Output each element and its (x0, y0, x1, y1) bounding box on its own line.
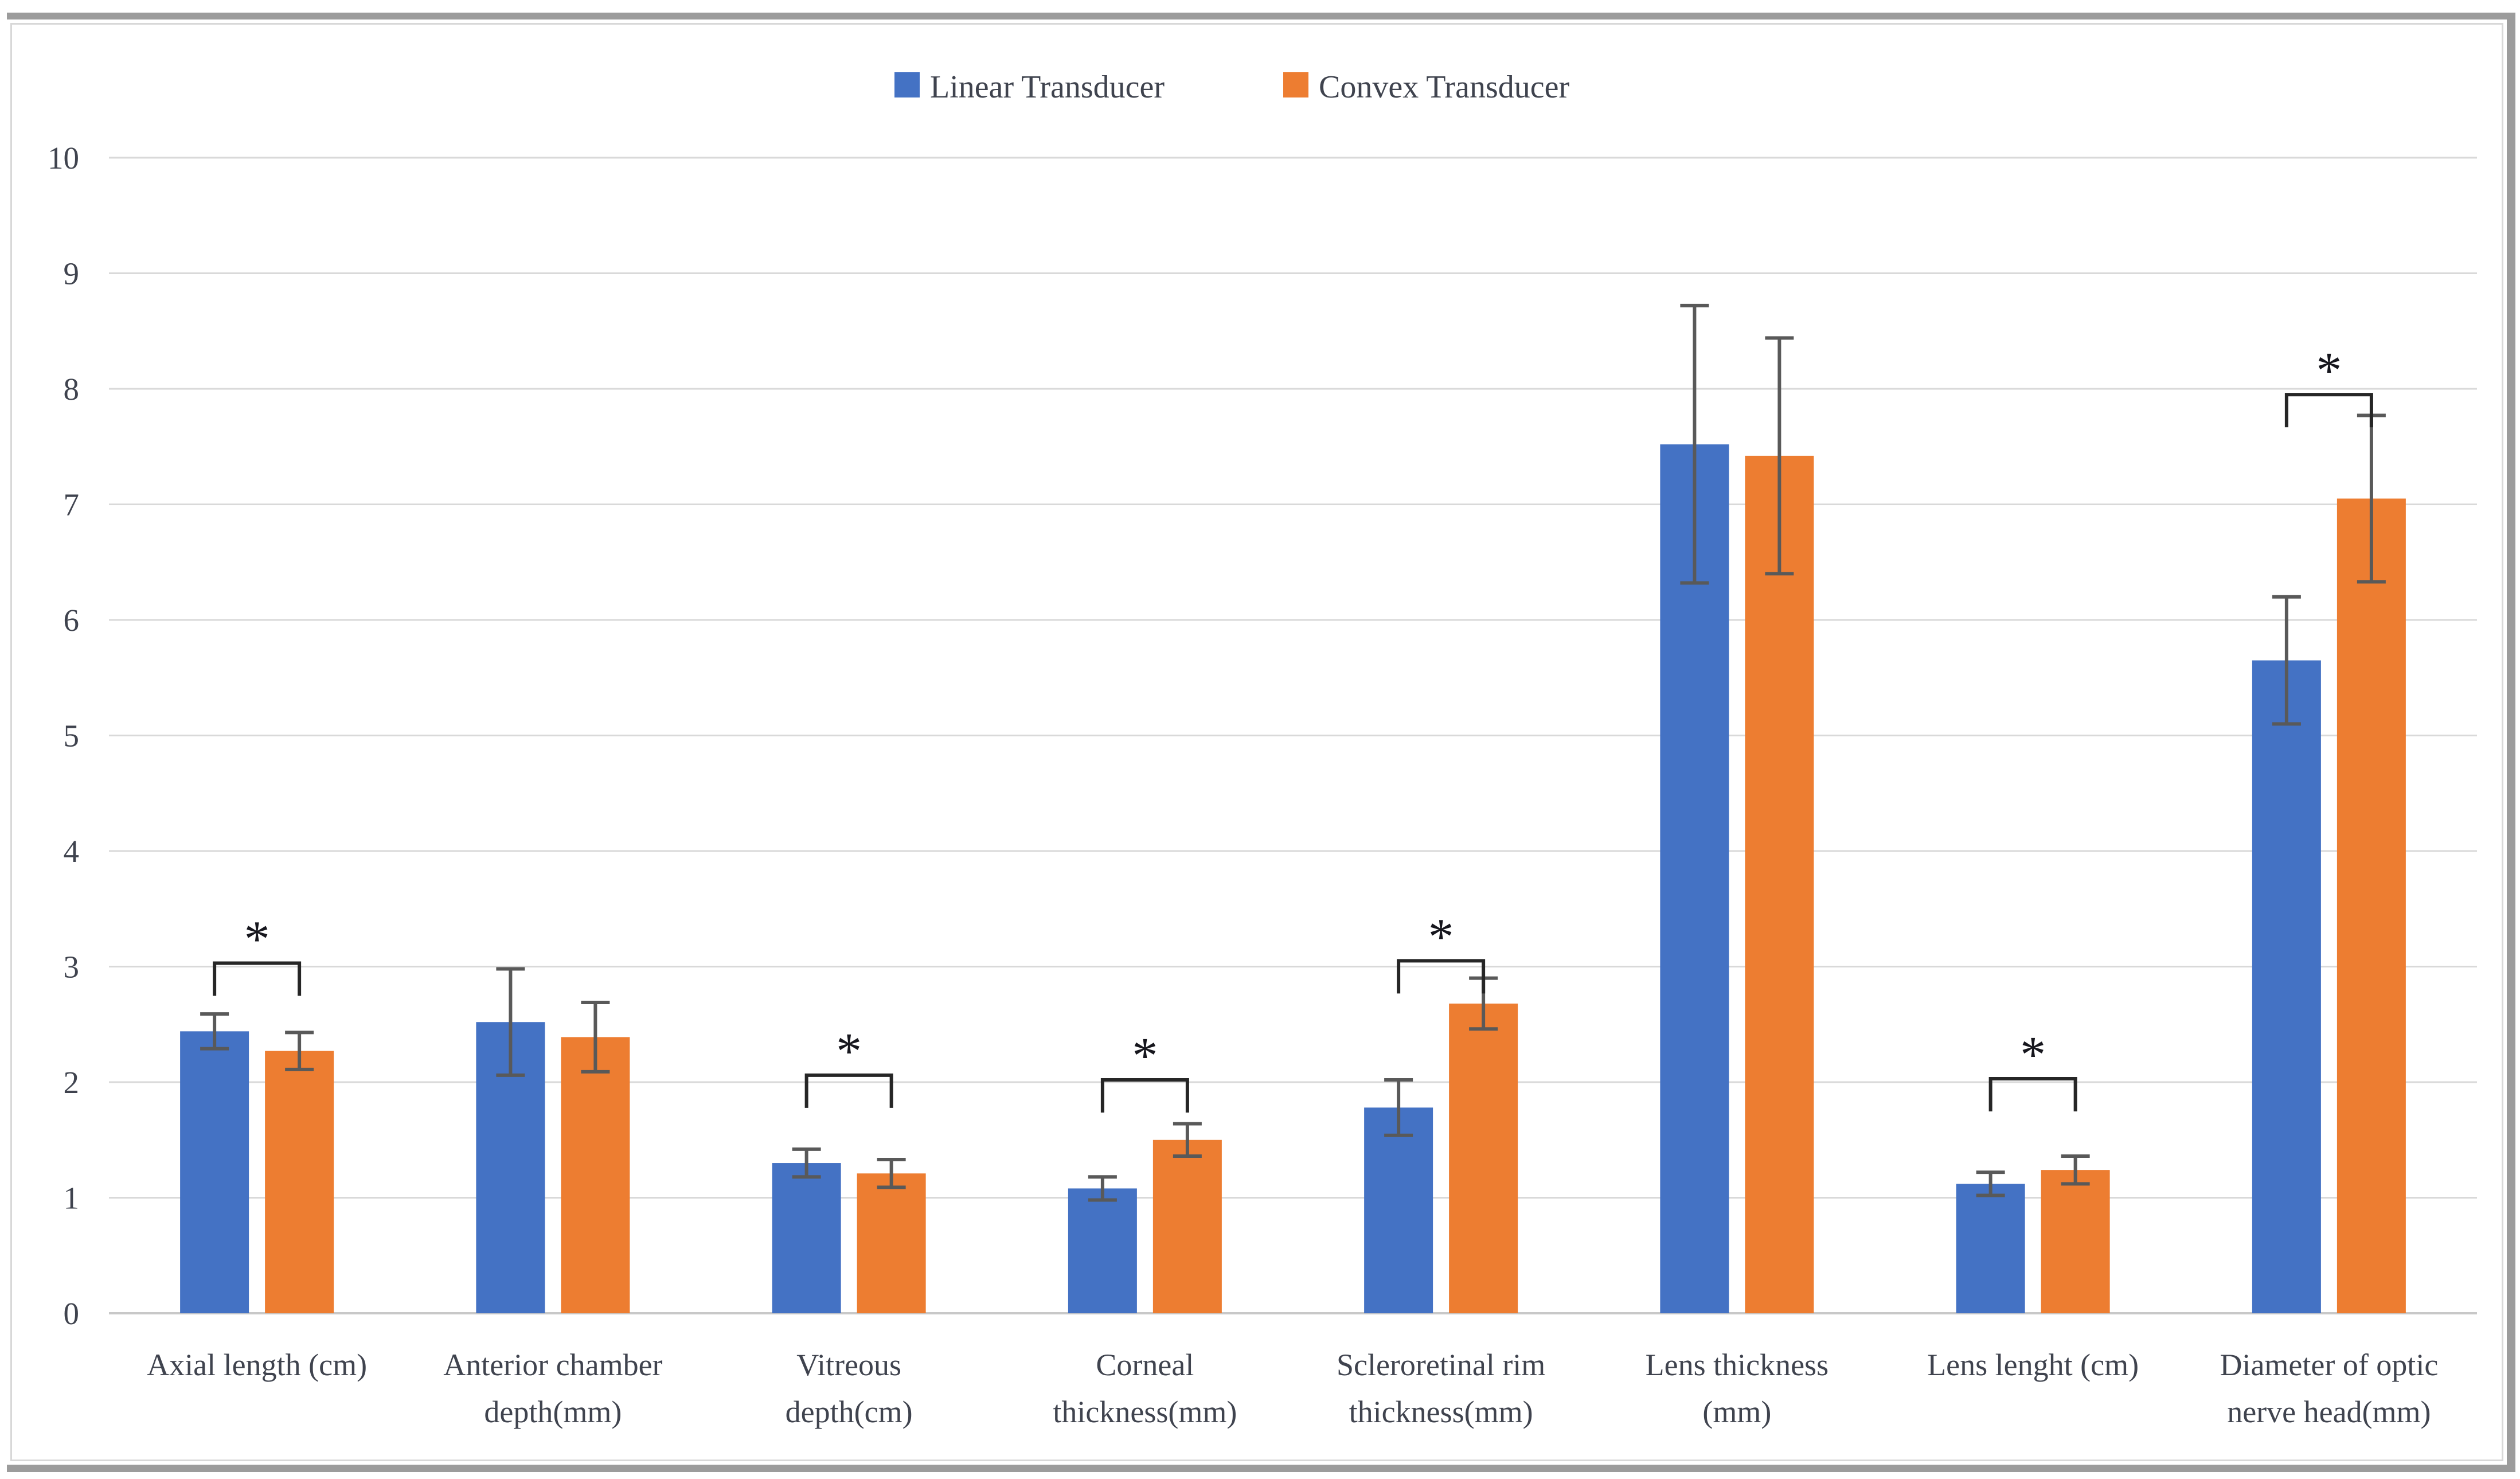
bar-linear (1660, 444, 1729, 1313)
category-label: Axial length (cm) (147, 1348, 367, 1382)
legend-swatch-linear (894, 72, 920, 97)
y-tick-label: 6 (64, 603, 80, 638)
y-tick-label: 1 (64, 1181, 80, 1216)
bar-convex (857, 1173, 926, 1313)
bar-convex (561, 1037, 630, 1313)
category-label: depth(mm) (484, 1395, 622, 1429)
error-bar (877, 1158, 906, 1189)
y-tick-label: 8 (64, 372, 80, 407)
bar-convex (2337, 498, 2406, 1313)
bar-convex (2041, 1170, 2110, 1313)
y-tick-label: 10 (48, 141, 79, 175)
error-bar (1088, 1175, 1117, 1202)
error-bar (496, 967, 525, 1077)
bar-linear (2252, 660, 2321, 1313)
legend-label: Convex Transducer (1319, 69, 1569, 105)
y-tick-label: 7 (64, 487, 80, 522)
bar-linear (1956, 1184, 2025, 1313)
category-label: Scleroretinal rim (1337, 1348, 1545, 1382)
error-bar (200, 1012, 229, 1051)
significance-bracket (1988, 1076, 2077, 1111)
bar-linear (772, 1163, 841, 1313)
category-label: depth(cm) (786, 1395, 913, 1429)
bar-convex (265, 1051, 334, 1313)
category-label: (mm) (1702, 1395, 1771, 1429)
significance-asterisk: * (836, 1023, 862, 1080)
category-label: Lens thickness (1646, 1348, 1829, 1382)
category-label: nerve head(mm) (2227, 1395, 2431, 1429)
significance-bracket (1100, 1078, 1189, 1113)
y-tick-label: 9 (64, 256, 80, 291)
significance-asterisk: * (1428, 908, 1454, 965)
significance-asterisk: * (2020, 1027, 2046, 1083)
error-bar (1680, 303, 1709, 585)
category-label: Diameter of optic (2220, 1348, 2438, 1382)
significance-asterisk: * (1132, 1028, 1158, 1084)
y-tick-label: 5 (64, 719, 80, 754)
bar-linear (1068, 1188, 1137, 1313)
category-label: thickness(mm) (1053, 1395, 1237, 1429)
error-bar (1384, 1078, 1413, 1137)
y-tick-label: 0 (64, 1296, 80, 1331)
category-label: thickness(mm) (1349, 1395, 1533, 1429)
figure-frame (7, 13, 2515, 1472)
error-bar (792, 1147, 821, 1179)
y-tick-label: 3 (64, 950, 80, 985)
error-bar (1976, 1170, 2005, 1197)
bar-linear (1364, 1107, 1433, 1313)
category-label: Corneal (1096, 1348, 1194, 1382)
legend-label: Linear Transducer (930, 69, 1165, 105)
error-bar (2272, 595, 2301, 726)
significance-bracket (2284, 393, 2373, 428)
error-bar (2061, 1154, 2090, 1186)
category-label: Lens lenght (cm) (1927, 1348, 2139, 1382)
significance-bracket (1397, 959, 1486, 994)
bar-linear (180, 1031, 249, 1313)
category-label: Vitreous (796, 1348, 901, 1382)
error-bar (1765, 336, 1794, 576)
y-tick-label: 2 (64, 1065, 80, 1100)
bar-convex (1152, 1140, 1222, 1313)
error-bar (1173, 1122, 1202, 1158)
y-tick-label: 4 (64, 834, 80, 869)
category-label: Anterior chamber (443, 1348, 662, 1382)
bar-convex (1745, 455, 1814, 1313)
legend-swatch-convex (1283, 72, 1308, 97)
significance-bracket (213, 961, 302, 996)
bar-convex (1449, 1003, 1518, 1313)
error-bar (285, 1031, 314, 1071)
error-bar (581, 1000, 610, 1074)
significance-bracket (804, 1073, 893, 1108)
significance-asterisk: * (244, 911, 270, 967)
significance-asterisk: * (2316, 342, 2342, 399)
